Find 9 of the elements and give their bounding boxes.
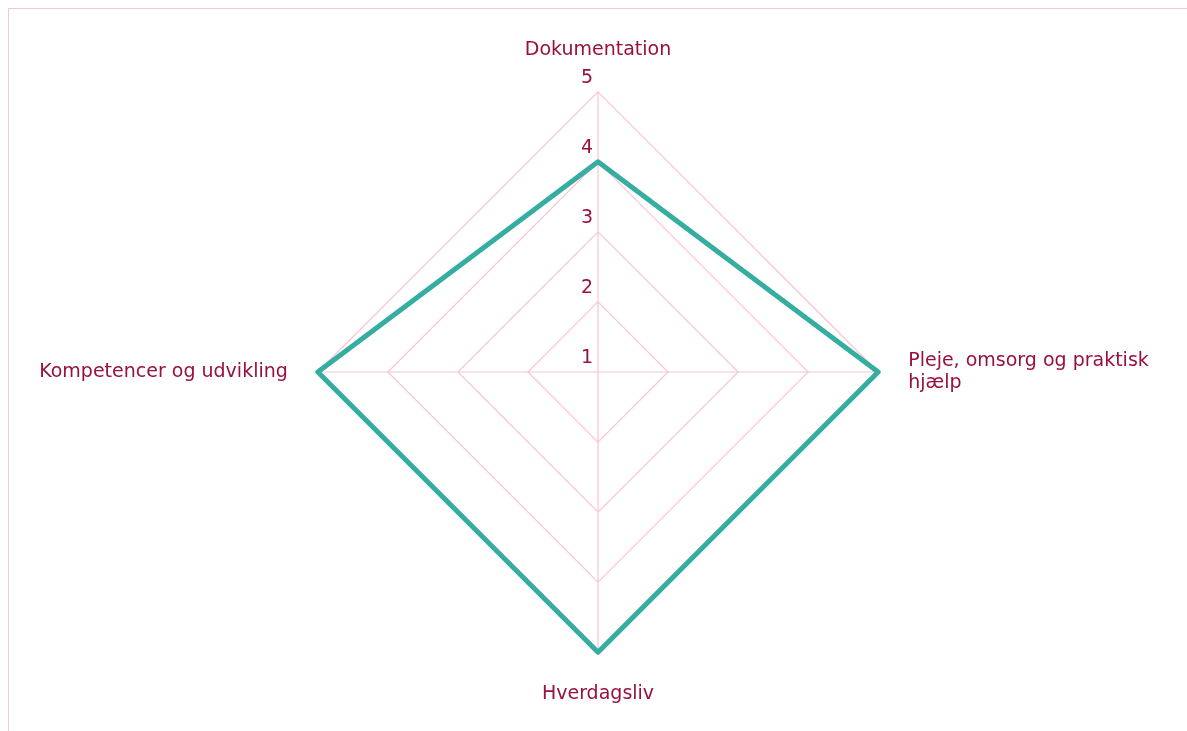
y-tick-label: 2 <box>580 275 593 298</box>
spoke-label: Kompetencer og udvikling <box>39 358 288 381</box>
y-tick-label: 1 <box>580 345 593 368</box>
y-tick-label: 5 <box>580 65 593 88</box>
y-tick-label: 4 <box>580 135 593 158</box>
y-tick-label: 3 <box>580 205 593 228</box>
spoke-label: Pleje, omsorg og praktisk hjælp <box>908 347 1149 393</box>
spoke-label: Hverdagsliv <box>541 680 655 703</box>
spoke-label: Dokumentation <box>524 37 672 60</box>
